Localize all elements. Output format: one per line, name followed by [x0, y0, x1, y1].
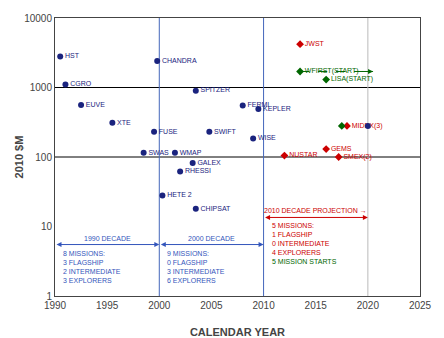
svg-text:CALENDAR YEAR: CALENDAR YEAR: [190, 326, 285, 338]
svg-text:2020: 2020: [357, 300, 380, 311]
svg-text:FUSE: FUSE: [159, 128, 178, 135]
svg-text:10000: 10000: [24, 13, 52, 24]
svg-text:1990 DECADE: 1990 DECADE: [84, 235, 131, 242]
svg-text:SWIFT: SWIFT: [214, 128, 236, 135]
svg-text:HST: HST: [65, 52, 80, 59]
svg-text:1: 1: [46, 291, 52, 302]
svg-text:GALEX: GALEX: [197, 159, 221, 166]
svg-text:2010 $M: 2010 $M: [13, 136, 25, 179]
svg-text:WISE: WISE: [258, 134, 276, 141]
svg-text:9 MISSIONS:0 FLAGSHIP3 INTERME: 9 MISSIONS:0 FLAGSHIP3 INTERMEDIATE6 EXP…: [167, 250, 225, 284]
svg-text:MIDEX(3): MIDEX(3): [352, 122, 383, 130]
svg-text:2010: 2010: [252, 300, 275, 311]
svg-text:FERMI: FERMI: [247, 101, 269, 108]
svg-text:2025: 2025: [409, 300, 432, 311]
svg-text:10: 10: [41, 221, 53, 232]
svg-text:SMEX(2): SMEX(2): [343, 153, 371, 161]
svg-text:2015: 2015: [305, 300, 328, 311]
svg-text:2010 DECADE PROJECTION →: 2010 DECADE PROJECTION →: [264, 207, 367, 214]
svg-text:100: 100: [35, 152, 52, 163]
svg-text:RHESSI: RHESSI: [185, 167, 211, 174]
svg-text:CGRO: CGRO: [70, 80, 92, 87]
svg-text:8 MISSIONS:3 FLAGSHIP2 INTERME: 8 MISSIONS:3 FLAGSHIP2 INTERMEDIATE3 EXP…: [63, 250, 121, 284]
svg-text:1990: 1990: [44, 300, 67, 311]
svg-text:2000 DECADE: 2000 DECADE: [188, 235, 235, 242]
svg-text:HETE 2: HETE 2: [167, 191, 192, 198]
svg-text:2005: 2005: [200, 300, 223, 311]
svg-text:SPITZER: SPITZER: [201, 86, 231, 93]
svg-text:WMAP: WMAP: [180, 149, 202, 156]
svg-text:CHANDRA: CHANDRA: [162, 57, 197, 64]
svg-text:EUVE: EUVE: [86, 101, 105, 108]
svg-text:1995: 1995: [96, 300, 119, 311]
svg-text:KEPLER: KEPLER: [263, 105, 291, 112]
svg-text:1000: 1000: [30, 82, 53, 93]
svg-text:GEMS: GEMS: [331, 145, 352, 152]
svg-text:XTE: XTE: [117, 119, 131, 126]
svg-text:NUSTAR: NUSTAR: [289, 151, 317, 158]
svg-text:SWAS: SWAS: [148, 149, 169, 156]
svg-text:2000: 2000: [148, 300, 171, 311]
svg-text:CHIPSAT: CHIPSAT: [201, 205, 232, 212]
svg-text:5 MISSIONS:1 FLAGSHIP0 INTERME: 5 MISSIONS:1 FLAGSHIP0 INTERMEDIATE4 EXP…: [272, 222, 337, 265]
svg-text:LISA(START): LISA(START): [331, 75, 373, 83]
svg-text:JWST: JWST: [305, 40, 325, 47]
svg-text:WFIRST(START): WFIRST(START): [305, 67, 359, 75]
